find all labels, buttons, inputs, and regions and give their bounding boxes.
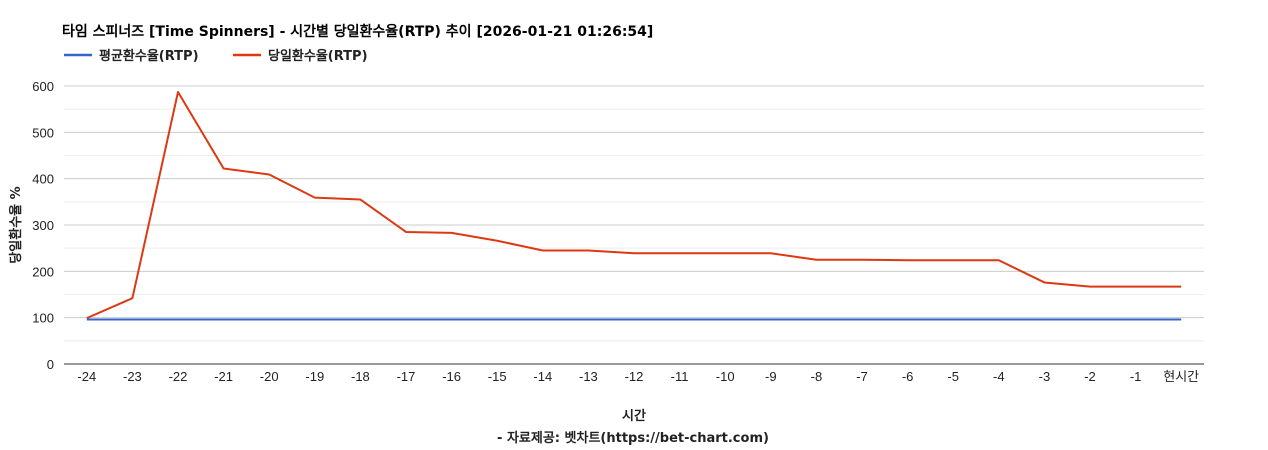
point-average-rtp[interactable] bbox=[1179, 317, 1184, 322]
x-tick-label: -3 bbox=[1039, 369, 1051, 384]
x-tick-label: -14 bbox=[533, 369, 552, 384]
point-average-rtp[interactable] bbox=[996, 317, 1001, 322]
point-average-rtp[interactable] bbox=[358, 317, 363, 322]
x-tick-label: -15 bbox=[488, 369, 507, 384]
point-daily-rtp[interactable] bbox=[996, 258, 1001, 263]
x-tick-label: -8 bbox=[811, 369, 823, 384]
point-average-rtp[interactable] bbox=[449, 317, 454, 322]
point-daily-rtp[interactable] bbox=[677, 251, 682, 256]
legend-label-daily-rtp: 당일환수율(RTP) bbox=[268, 48, 368, 64]
point-daily-rtp[interactable] bbox=[267, 172, 272, 177]
point-daily-rtp[interactable] bbox=[1042, 280, 1047, 285]
point-average-rtp[interactable] bbox=[312, 317, 317, 322]
point-daily-rtp[interactable] bbox=[723, 251, 728, 256]
point-daily-rtp[interactable] bbox=[221, 166, 226, 171]
legend-label-average-rtp: 평균환수율(RTP) bbox=[99, 48, 199, 64]
x-tick-label: -20 bbox=[260, 369, 279, 384]
point-average-rtp[interactable] bbox=[404, 317, 409, 322]
point-average-rtp[interactable] bbox=[677, 317, 682, 322]
series-lines bbox=[84, 90, 1184, 322]
x-tick-label: -17 bbox=[397, 369, 416, 384]
point-average-rtp[interactable] bbox=[176, 317, 181, 322]
x-tick-label: -7 bbox=[856, 369, 868, 384]
point-daily-rtp[interactable] bbox=[814, 257, 819, 262]
point-average-rtp[interactable] bbox=[632, 317, 637, 322]
point-daily-rtp[interactable] bbox=[1088, 284, 1093, 289]
point-daily-rtp[interactable] bbox=[495, 238, 500, 243]
series-line-daily-rtp bbox=[86, 91, 1182, 320]
x-tick-label: -10 bbox=[716, 369, 735, 384]
grid bbox=[64, 85, 1204, 365]
x-tick-label: -12 bbox=[625, 369, 644, 384]
x-tick-label: -21 bbox=[214, 369, 233, 384]
y-tick-label: 500 bbox=[32, 125, 54, 140]
x-tick-label: -13 bbox=[579, 369, 598, 384]
x-tick-label: -18 bbox=[351, 369, 370, 384]
x-tick-label: -19 bbox=[305, 369, 324, 384]
point-average-rtp[interactable] bbox=[130, 317, 135, 322]
point-average-rtp[interactable] bbox=[221, 317, 226, 322]
y-axis-title: 당일환수율 % bbox=[8, 186, 24, 263]
point-daily-rtp[interactable] bbox=[404, 229, 409, 234]
point-daily-rtp[interactable] bbox=[176, 90, 181, 95]
point-average-rtp[interactable] bbox=[267, 317, 272, 322]
point-average-rtp[interactable] bbox=[723, 317, 728, 322]
point-average-rtp[interactable] bbox=[814, 317, 819, 322]
x-tick-label: 현시간 bbox=[1163, 369, 1199, 384]
x-tick-label: -11 bbox=[671, 369, 689, 384]
point-daily-rtp[interactable] bbox=[905, 258, 910, 263]
x-tick-label: -4 bbox=[993, 369, 1005, 384]
legend-item-average-rtp[interactable]: 평균환수율(RTP) bbox=[64, 48, 199, 64]
point-average-rtp[interactable] bbox=[1088, 317, 1093, 322]
point-average-rtp[interactable] bbox=[768, 317, 773, 322]
point-average-rtp[interactable] bbox=[495, 317, 500, 322]
x-tick-label: -9 bbox=[765, 369, 777, 384]
x-tick-label: -1 bbox=[1130, 369, 1142, 384]
point-average-rtp[interactable] bbox=[1133, 317, 1138, 322]
point-daily-rtp[interactable] bbox=[449, 230, 454, 235]
point-daily-rtp[interactable] bbox=[632, 251, 637, 256]
chart-title: 타임 스피너즈 [Time Spinners] - 시간별 당일환수율(RTP)… bbox=[62, 23, 653, 40]
legend: 평균환수율(RTP) 당일환수율(RTP) bbox=[64, 48, 368, 64]
y-tick-label: 300 bbox=[32, 218, 54, 233]
x-tick-label: -5 bbox=[947, 369, 959, 384]
x-tick-label: -24 bbox=[77, 369, 96, 384]
legend-item-daily-rtp[interactable]: 당일환수율(RTP) bbox=[233, 48, 368, 64]
y-tick-label: 100 bbox=[32, 311, 54, 326]
y-tick-label: 600 bbox=[32, 79, 54, 94]
y-axis-ticks: 0 100 200 300 400 500 600 bbox=[32, 79, 54, 372]
point-daily-rtp[interactable] bbox=[540, 248, 545, 253]
point-daily-rtp[interactable] bbox=[860, 257, 865, 262]
x-tick-label: -23 bbox=[123, 369, 142, 384]
point-daily-rtp[interactable] bbox=[130, 296, 135, 301]
point-daily-rtp[interactable] bbox=[1179, 284, 1184, 289]
point-average-rtp[interactable] bbox=[860, 317, 865, 322]
y-tick-label: 400 bbox=[32, 172, 54, 187]
point-average-rtp[interactable] bbox=[1042, 317, 1047, 322]
point-average-rtp[interactable] bbox=[905, 317, 910, 322]
point-daily-rtp[interactable] bbox=[768, 251, 773, 256]
point-daily-rtp[interactable] bbox=[951, 258, 956, 263]
point-daily-rtp[interactable] bbox=[84, 316, 89, 321]
point-daily-rtp[interactable] bbox=[312, 195, 317, 200]
point-average-rtp[interactable] bbox=[586, 317, 591, 322]
point-average-rtp[interactable] bbox=[540, 317, 545, 322]
point-daily-rtp[interactable] bbox=[1133, 284, 1138, 289]
x-tick-label: -2 bbox=[1084, 369, 1096, 384]
x-tick-label: -16 bbox=[442, 369, 461, 384]
x-axis-title: 시간 bbox=[622, 408, 646, 424]
y-tick-label: 200 bbox=[32, 264, 54, 279]
x-tick-label: -22 bbox=[169, 369, 188, 384]
point-daily-rtp[interactable] bbox=[586, 248, 591, 253]
x-tick-label: -6 bbox=[902, 369, 914, 384]
point-daily-rtp[interactable] bbox=[358, 197, 363, 202]
y-tick-label: 0 bbox=[47, 357, 54, 372]
x-axis-ticks: -24 -23 -22 -21 -20 -19 -18 -17 -16 -15 -14 -13 -12 -… bbox=[77, 369, 1199, 384]
point-average-rtp[interactable] bbox=[951, 317, 956, 322]
source-credit: - 자료제공: 벳차트(https://bet-chart.com) bbox=[497, 430, 769, 446]
